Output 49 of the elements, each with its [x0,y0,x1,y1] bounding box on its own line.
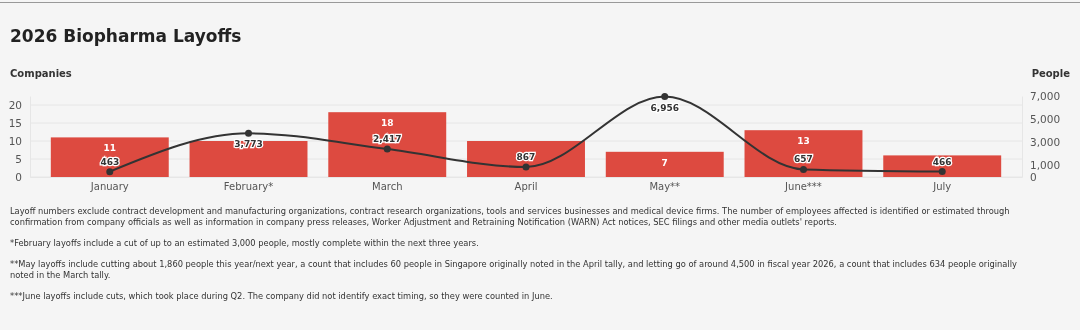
point [938,168,946,176]
bar [605,151,724,177]
data-label: 6,956 [650,102,679,113]
data-label: 657 [794,154,813,165]
y-axis-title: Companies [10,68,72,79]
y2-tick-label: 0 [1030,170,1037,183]
point [661,93,669,101]
x-tick-label: January [89,181,129,193]
text: **May layoffs include cutting about 1,860 people this year/next year, a count that includes 60 people in Singapore originally noted in the April tally, and letting go of around 4,500 in fiscal year 2026, a count that includes 634 people originally noted in the March tally. [10,258,1018,282]
y-tick-label: 0 [15,170,22,183]
point [522,163,530,171]
y-tick-label: 5 [15,152,22,165]
y-tick-label: 10 [8,134,22,147]
data-label: 867 [516,151,536,162]
point [383,145,391,153]
y2-tick-label: 5,000 [1030,113,1061,125]
data-label: 13 [797,136,810,147]
x-tick-label: February* [223,181,274,193]
x-tick-label: March [372,181,403,193]
y-tick-label: 20 [8,98,22,111]
y2-tick-label: 7,000 [1030,89,1061,102]
bar [744,130,863,177]
x-tick-label: April [514,181,538,193]
y-tick-label: 15 [8,116,22,129]
y2-axis-title: People [1031,68,1071,79]
bar [50,137,169,177]
data-label: 11 [103,143,117,154]
text: ***June layoffs include cuts, which took place during Q2. The company did not identify exact timing, so they were counted in June. [10,290,554,303]
data-label: 466 [932,156,952,167]
bar [883,155,1002,177]
y2-tick-label: 3,000 [1030,136,1061,149]
data-label: 7 [661,157,668,168]
chart-title: 2026 Biopharma Layoffs [10,26,242,46]
data-label: 2,417 [373,134,402,145]
x-tick-label: July [932,181,952,193]
text: Layoff numbers exclude contract development and manufacturing organizations, contract research organizations, tools and services businesses and medical device firms. The number of employees affected is identified or estimated through confirmation from company officials as well as information in company press releases, Worker Adjustment and Retraining Notification (WARN) Act notices, SEC filings and other media outlets' reports. [10,206,1011,229]
y2-tick-label: 1,000 [1030,159,1061,172]
data-label: 463 [100,156,120,167]
bar [467,141,585,177]
data-label: 3,773 [234,139,263,150]
x-tick-label: May** [649,181,681,193]
point [106,168,114,176]
point [799,165,807,173]
bar [328,112,447,177]
data-label: 18 [380,118,394,129]
point [245,129,253,137]
bar [189,141,308,177]
text: *February layoffs include a cut of up to an estimated 3,000 people, mostly complete within the next three years. [10,238,480,250]
x-tick-label: June*** [784,181,822,193]
